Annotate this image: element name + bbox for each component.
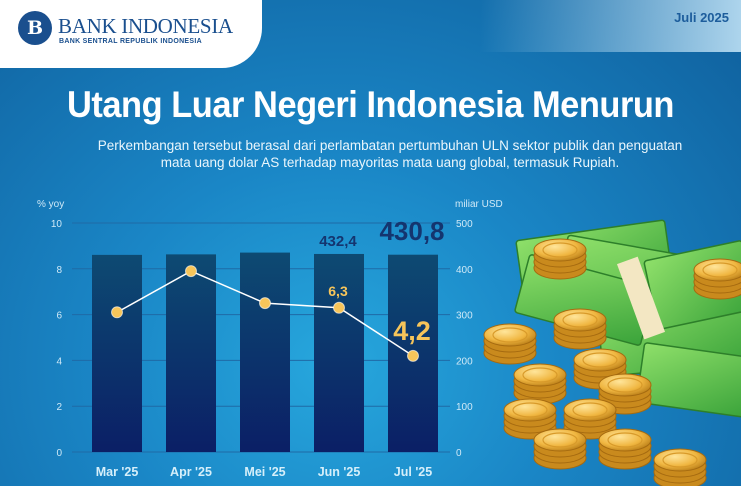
right-tick-label: 0	[456, 448, 462, 459]
bar-data-label: 430,8	[379, 216, 444, 246]
money-band	[616, 256, 666, 340]
header-strip	[480, 0, 741, 52]
coin-rim	[522, 367, 558, 383]
line-data-label: 6,3	[328, 283, 348, 299]
right-tick-label: 500	[456, 219, 473, 230]
coin	[553, 308, 607, 332]
subtitle: Perkembangan tersebut berasal dari perla…	[90, 137, 690, 171]
coin	[483, 323, 537, 347]
coin	[598, 373, 652, 397]
left-tick-label: 4	[56, 356, 62, 367]
coin-rim	[562, 312, 598, 328]
left-axis-label: % yoy	[37, 199, 64, 210]
coin	[533, 428, 587, 452]
banknote	[635, 342, 741, 418]
x-tick-label: Jun '25	[318, 465, 361, 479]
coin-rim	[662, 452, 698, 468]
x-tick-label: Mar '25	[96, 465, 139, 479]
coin-rim	[542, 432, 578, 448]
bar	[240, 252, 290, 452]
bar	[314, 253, 364, 452]
line-marker	[407, 349, 419, 362]
coin	[533, 238, 587, 262]
coin-rim	[582, 352, 618, 368]
line-marker	[111, 306, 123, 319]
bar	[92, 254, 142, 452]
left-tick-label: 0	[56, 448, 62, 459]
x-tick-label: Apr '25	[170, 465, 212, 479]
right-axis-label: miliar USD	[455, 199, 503, 210]
line-marker	[333, 301, 345, 314]
coin	[503, 398, 557, 422]
coin-rim	[607, 432, 643, 448]
coin-rim	[572, 402, 608, 418]
bar	[166, 254, 216, 452]
right-tick-label: 200	[456, 356, 473, 367]
left-tick-label: 10	[51, 219, 63, 230]
date-label: Juli 2025	[674, 10, 729, 25]
right-tick-label: 100	[456, 402, 473, 413]
line-marker	[259, 297, 271, 310]
right-tick-label: 400	[456, 265, 473, 276]
coin-rim	[542, 242, 578, 258]
coin-rim	[512, 402, 548, 418]
coin	[693, 258, 741, 282]
coin	[563, 398, 617, 422]
coin	[513, 363, 567, 387]
bar-data-label: 432,4	[319, 233, 357, 250]
money-coins-illustration	[483, 219, 741, 486]
subtitle-line-1: Perkembangan tersebut berasal dari perla…	[97, 138, 683, 153]
coin	[573, 348, 627, 372]
line-marker	[185, 265, 197, 278]
line-data-label: 4,2	[393, 316, 431, 346]
coin-rim	[492, 327, 528, 343]
coin-rim	[702, 262, 738, 278]
right-tick-label: 300	[456, 311, 473, 322]
left-tick-label: 8	[56, 265, 62, 276]
left-tick-label: 6	[56, 311, 62, 322]
coin	[653, 448, 707, 472]
x-tick-label: Jul '25	[394, 465, 432, 479]
coin-rim	[607, 377, 643, 393]
bank-indonesia-logo-icon: B	[18, 11, 52, 45]
brand-subtitle: BANK SENTRAL REPUBLIK INDONESIA	[59, 38, 202, 45]
page-title: Utang Luar Negeri Indonesia Menurun	[67, 84, 674, 125]
coin	[598, 428, 652, 452]
subtitle-line-2: mata uang dolar AS terhadap mayoritas ma…	[160, 155, 620, 170]
left-tick-label: 2	[56, 402, 62, 413]
x-tick-label: Mei '25	[244, 465, 285, 479]
brand-name: BANK INDONESIA	[58, 14, 233, 38]
